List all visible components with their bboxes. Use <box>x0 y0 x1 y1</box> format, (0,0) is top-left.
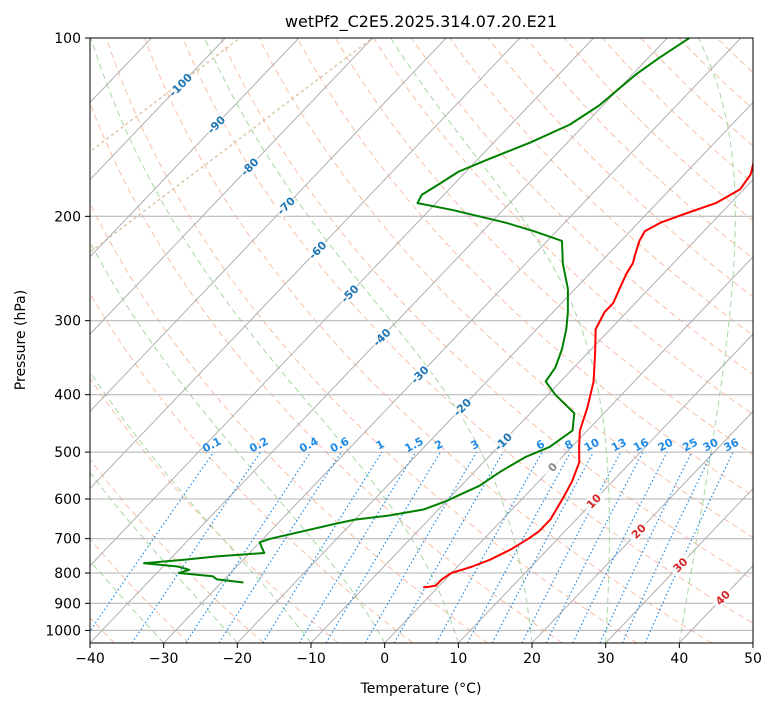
isotherm-line <box>90 38 521 490</box>
mixing-ratio-label: 13 <box>609 436 629 455</box>
isotherm-label-bg <box>450 395 475 420</box>
isotherm-label-bg <box>491 429 516 454</box>
isotherm-line <box>384 256 753 643</box>
dewpoint-profile-line <box>143 38 690 584</box>
mixing-ratio-label: 16 <box>631 436 651 455</box>
chart-title: wetPf2_C2E5.2025.314.07.20.E21 <box>285 12 557 32</box>
isotherm-line <box>531 410 753 643</box>
x-tick-label: 10 <box>449 651 467 667</box>
x-tick-label: 20 <box>523 651 541 667</box>
axes: −40 −30 −20 −10 0 10 20 30 40 50 100 200 300 400 500 60… <box>45 31 762 667</box>
mixing-ratio-label: 10 <box>582 436 602 455</box>
moist-adiabat-line <box>390 38 610 643</box>
y-tick-label: 300 <box>54 314 81 330</box>
mixing-ratio-line <box>185 451 311 643</box>
isotherm-line <box>90 38 447 413</box>
plot-area: 0.10.20.40.611.52346810131620253036-100-… <box>90 38 753 643</box>
isotherm-line <box>236 101 753 643</box>
mixing-ratio-label: 20 <box>656 436 676 455</box>
isotherm-label-bg <box>626 519 651 544</box>
x-tick-label: −30 <box>149 651 179 667</box>
mixing-ratio-line <box>298 451 417 643</box>
mixing-ratio-line <box>491 451 594 643</box>
dry-adiabat-line <box>449 38 753 337</box>
y-tick-label: 500 <box>54 445 81 461</box>
isotherm-line <box>457 333 753 643</box>
x-axis-label: Temperature (°C) <box>360 681 482 697</box>
dry-adiabat-line <box>105 38 638 643</box>
y-tick-label: 700 <box>54 532 81 548</box>
isotherm-line <box>605 487 753 643</box>
isotherm-line <box>310 178 753 643</box>
mixing-ratio-line <box>545 451 644 643</box>
y-tick-label: 900 <box>54 596 81 612</box>
isotherm-label-bg <box>337 281 362 306</box>
x-tick-label: 0 <box>380 651 389 667</box>
x-tick-label: −20 <box>223 651 253 667</box>
isotherm-label-bg <box>540 455 565 480</box>
mixing-ratio-line <box>218 451 342 643</box>
dry-adiabat-line <box>372 38 753 415</box>
x-tick-label: 30 <box>597 651 615 667</box>
isotherm-label-bg <box>407 362 432 387</box>
moist-adiabat-line <box>90 240 386 643</box>
y-tick-label: 1000 <box>45 623 81 639</box>
isotherm-line <box>90 38 300 258</box>
mixing-ratio-line <box>90 451 215 633</box>
mixing-ratio-line <box>572 451 668 643</box>
isotherm-label-bg <box>237 154 262 179</box>
y-axis-label: Pressure (hPa) <box>13 290 29 390</box>
isotherm-label-bg <box>581 489 606 514</box>
isotherm-label-bg <box>305 238 330 263</box>
y-tick-label: 400 <box>54 388 81 404</box>
isotherm-line <box>90 38 226 181</box>
isotherm-label-bg <box>168 72 193 97</box>
isotherm-label-bg <box>273 193 299 218</box>
x-tick-label: 50 <box>744 651 762 667</box>
mixing-ratio-line <box>131 451 261 643</box>
dry-adiabat-line <box>90 458 264 643</box>
y-tick-label: 100 <box>54 31 81 47</box>
isotherm-line <box>90 38 594 567</box>
moist-adiabat-line <box>90 38 459 643</box>
isotherm-label-bg <box>710 585 735 610</box>
dry-adiabat-line <box>334 38 753 456</box>
moist-adiabat-line <box>204 38 533 643</box>
x-tick-label: −10 <box>296 651 326 667</box>
mixing-ratio-label: 30 <box>701 436 721 455</box>
dry-adiabat-line <box>144 38 712 643</box>
y-tick-label: 600 <box>54 492 81 508</box>
x-tick-label: 40 <box>670 651 688 667</box>
plot-frame <box>89 37 754 644</box>
x-tick-label: −40 <box>75 651 105 667</box>
moist-adiabat-line <box>90 471 238 643</box>
temperature-profile-line <box>423 160 753 589</box>
dry-adiabat-line <box>220 38 753 581</box>
mixing-ratio-label: 36 <box>722 436 742 455</box>
isotherm-line <box>90 38 373 335</box>
mixing-ratio-label: 25 <box>680 436 700 455</box>
isotherm-label-bg <box>369 325 394 350</box>
dry-adiabat-line <box>296 38 753 497</box>
moist-adiabat-line <box>678 38 736 643</box>
y-tick-label: 800 <box>54 566 81 582</box>
isotherm-label-bg <box>204 112 229 137</box>
y-tick-label: 200 <box>54 209 81 225</box>
dry-adiabat-line <box>90 101 563 643</box>
dry-adiabat-line <box>411 38 753 376</box>
dry-adiabat-line <box>90 202 488 643</box>
isotherm-label-bg <box>668 552 693 577</box>
mixing-ratio-line <box>466 451 572 643</box>
dry-adiabat-line <box>487 38 753 298</box>
